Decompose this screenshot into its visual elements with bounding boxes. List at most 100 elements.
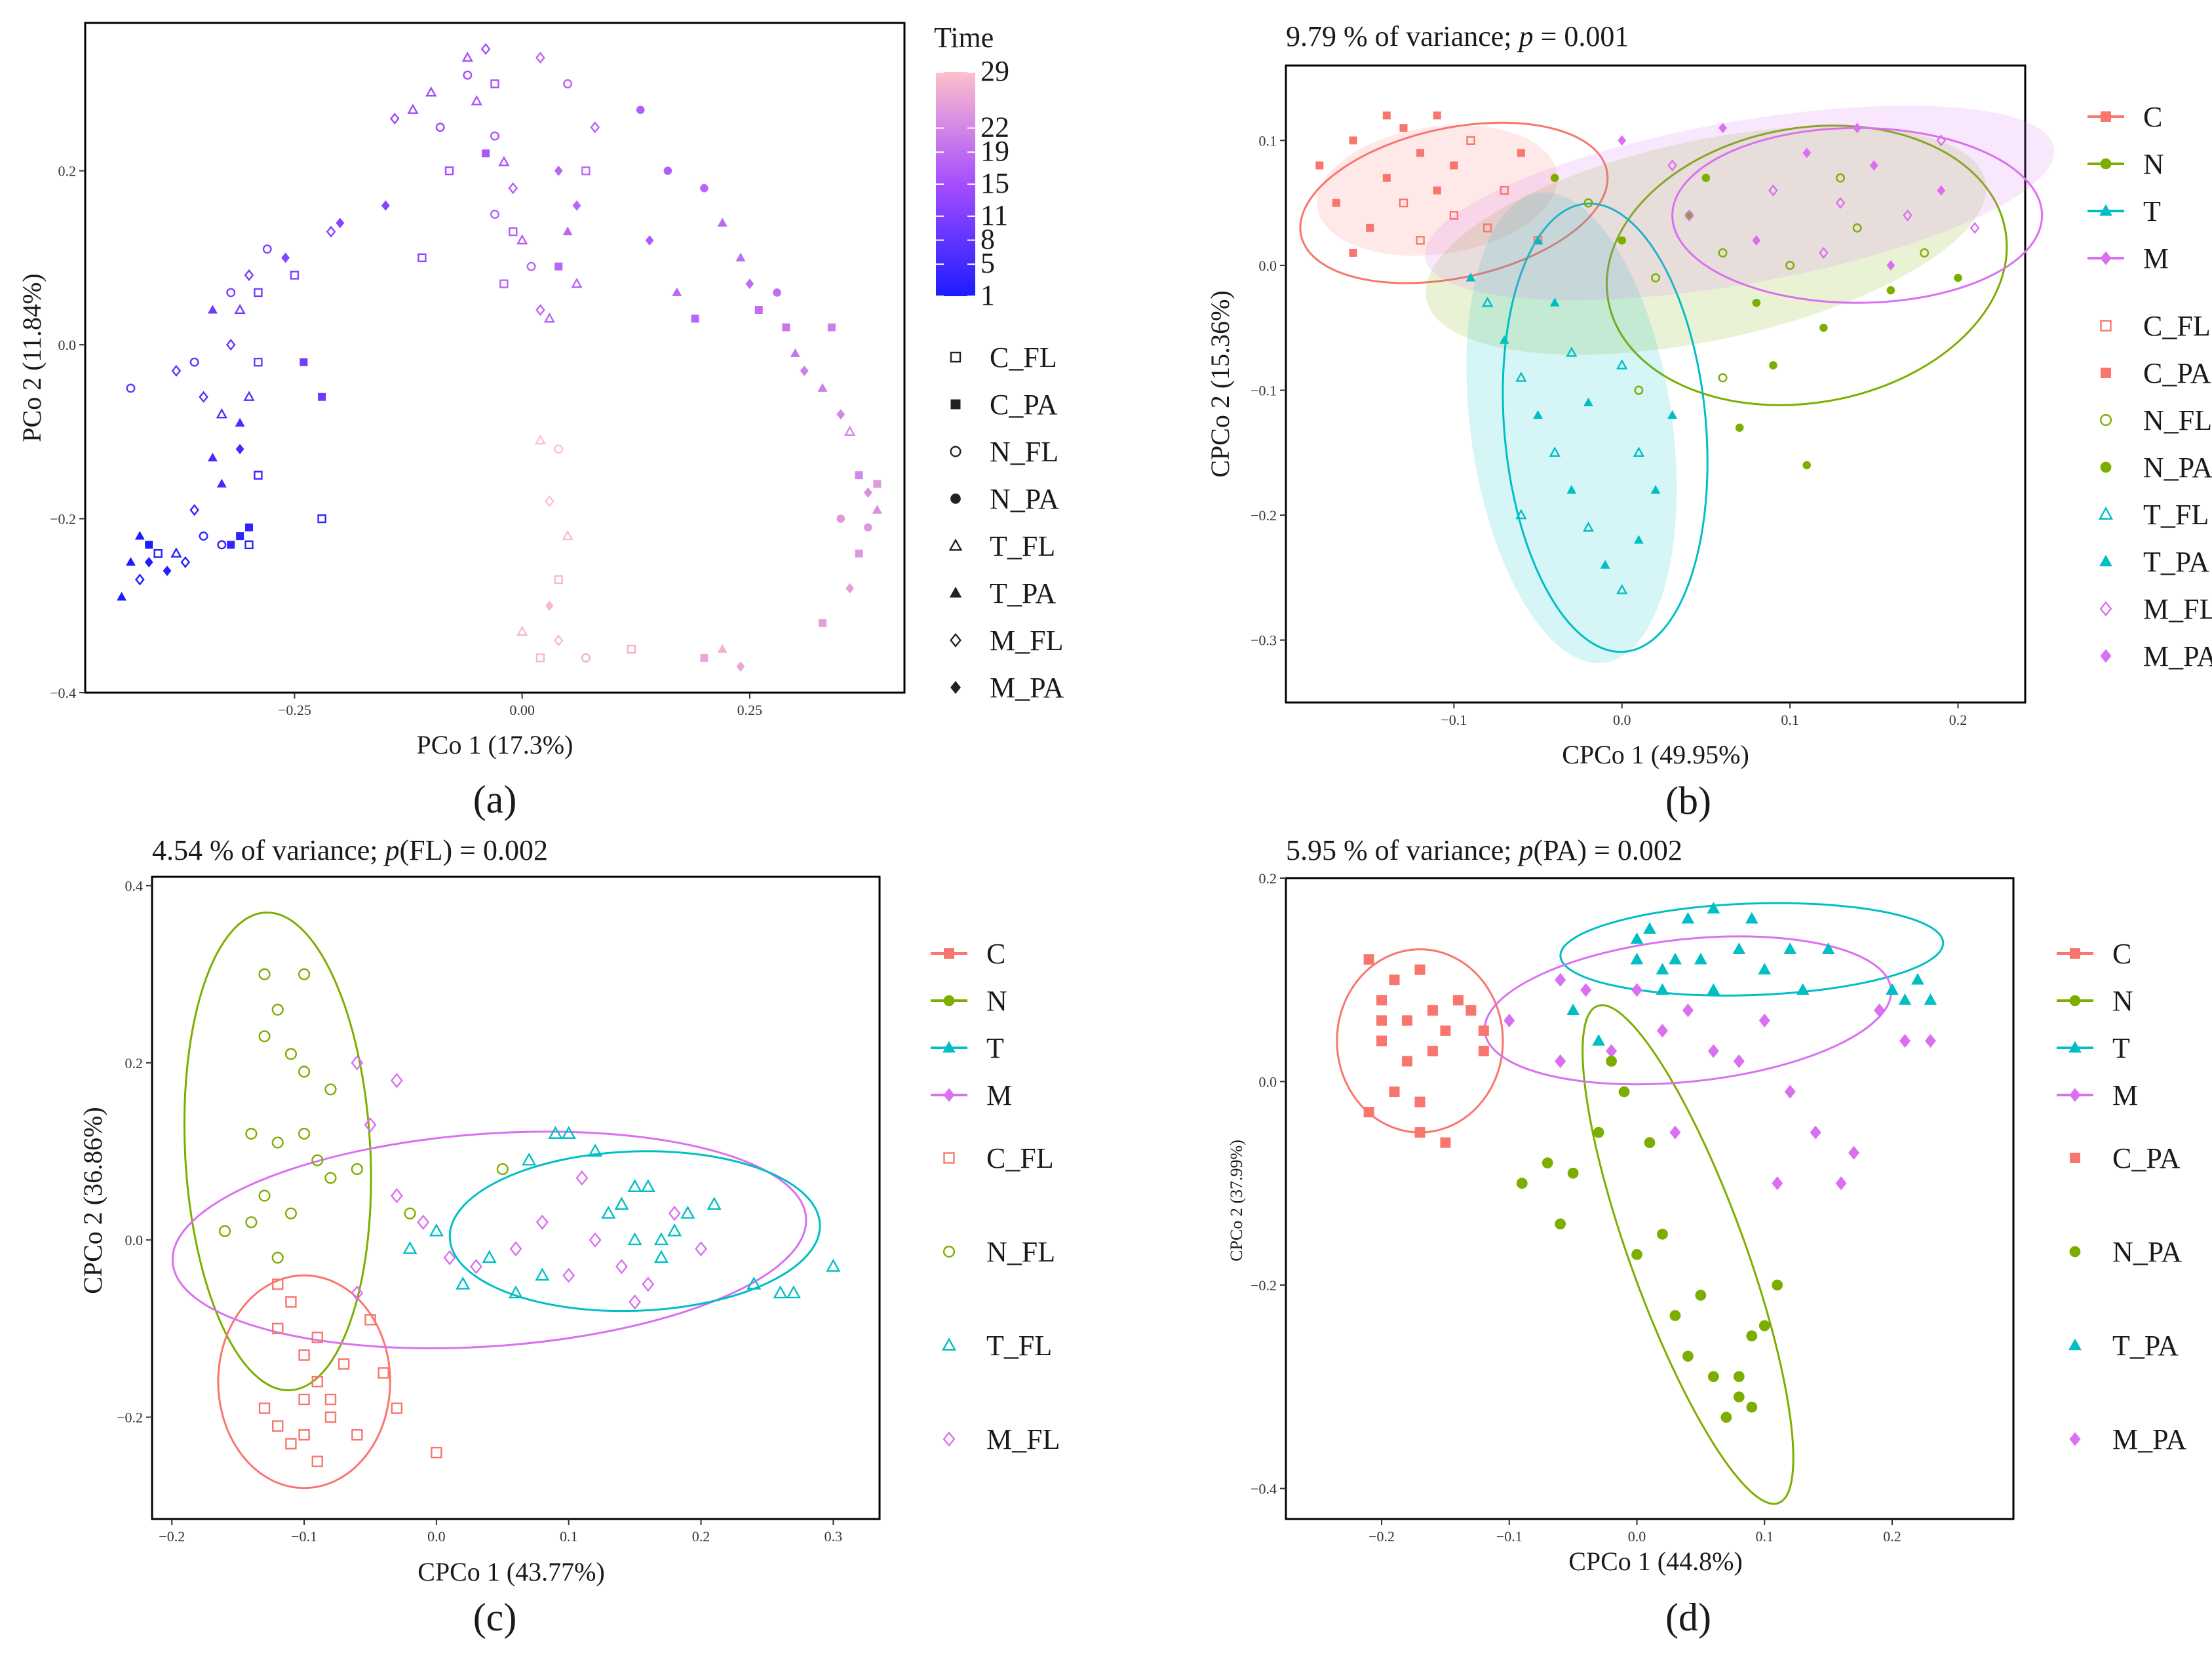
data-point-c-fl — [244, 540, 254, 550]
data-point-t-fl — [627, 1232, 642, 1246]
data-point-n-fl — [563, 79, 573, 88]
data-point-t-pa — [1549, 298, 1560, 307]
x-tick-label: 0.3 — [825, 1528, 843, 1545]
data-point-n-pa — [1550, 174, 1559, 182]
ellipse-t — [1502, 202, 1709, 653]
data-point-m-fl — [553, 634, 564, 647]
data-point-c-pa — [1427, 1045, 1438, 1056]
data-point-n-fl — [258, 1189, 271, 1202]
data-point-m-fl — [1684, 209, 1694, 221]
data-point-n-pa — [1752, 298, 1761, 307]
data-point-c-pa — [754, 306, 763, 314]
data-point-n-pa — [1746, 1330, 1758, 1341]
legend-label: T_PA — [2143, 546, 2209, 578]
data-point-m-pa — [1606, 1044, 1618, 1058]
legend-key-n-fl — [942, 1245, 956, 1258]
data-point-c-pa — [1376, 1015, 1387, 1026]
data-point-t-pa — [1566, 1003, 1580, 1016]
group-ellipses — [1299, 106, 2055, 663]
legend-key-n-pa — [950, 493, 961, 504]
colorbar-tick-label: 1 — [980, 279, 995, 311]
legend-label: C_PA — [990, 389, 1058, 421]
ellipse-c — [217, 1274, 391, 1490]
data-point-n-fl — [199, 531, 208, 541]
data-point-m-pa — [1618, 135, 1627, 146]
data-point-m-pa — [1835, 1176, 1847, 1191]
legend-label: N — [2143, 148, 2164, 180]
data-point-m-pa — [1924, 1033, 1936, 1048]
data-point-c-pa — [1517, 149, 1525, 157]
plot-title: 4.54 % of variance; p(FL) = 0.002 — [152, 834, 548, 866]
data-point-t-pa — [562, 226, 573, 235]
data-point-n-fl — [218, 1225, 231, 1237]
data-point-n-pa — [836, 514, 845, 523]
ellipse-n — [1426, 126, 1987, 355]
data-point-t-fl — [234, 303, 246, 315]
data-point-t-pa — [1924, 993, 1937, 1005]
data-point-c-fl — [1399, 198, 1408, 208]
data-point-t-fl — [170, 547, 182, 558]
data-point-n-pa — [1720, 1412, 1732, 1423]
x-tick-label: 0.2 — [692, 1528, 710, 1545]
data-point-t-fl — [1515, 509, 1527, 520]
data-point-t-pa — [1533, 410, 1543, 419]
data-point-m-pa — [1707, 1044, 1719, 1058]
data-point-m-fl — [668, 1205, 681, 1221]
data-point-t-fl — [653, 1250, 669, 1263]
data-point-t-pa — [1911, 972, 1924, 985]
data-point-c-fl — [298, 1349, 310, 1361]
data-point-c-fl — [258, 1402, 271, 1414]
plot-frame — [1285, 64, 2027, 704]
panel-caption: (a) — [473, 778, 517, 821]
data-point-t-pa — [735, 252, 746, 261]
data-point-n-pa — [1555, 1218, 1566, 1230]
data-point-m-fl — [629, 1294, 642, 1310]
data-point-t-pa — [216, 478, 227, 488]
shape-legend: C_FL C_PA N_FL N_PA T_FL T_PA M_FL M_PA — [2098, 310, 2212, 672]
data-point-m-pa — [545, 600, 554, 611]
data-point-n-fl — [1583, 198, 1593, 208]
x-tick-label: 0.0 — [1613, 712, 1631, 728]
legend-key-c-pa — [2070, 1153, 2080, 1163]
data-point-m-pa — [645, 235, 654, 246]
panel-c: 4.54 % of variance; p(FL) = 0.002 −0.2 −0… — [78, 834, 1060, 1639]
data-point-t-pa — [817, 383, 828, 392]
data-point-n-pa — [1516, 1178, 1528, 1189]
data-point-c-pa — [1414, 1096, 1426, 1107]
data-point-m-fl — [389, 112, 400, 125]
legend-key-c-fl — [943, 1152, 955, 1164]
data-point-t-fl — [627, 1179, 642, 1193]
data-point-t-fl — [1582, 521, 1595, 532]
legend-key-m-fl — [2099, 601, 2112, 617]
panel-d: 5.95 % of variance; p(PA) = 0.002 −0.2 −0… — [1227, 834, 2187, 1639]
data-point-t-pa — [207, 452, 218, 462]
legend-label: C — [2112, 938, 2131, 970]
data-point-c-pa — [145, 541, 153, 549]
shape-legend: C_PA N_PA T_PA M_PA — [2068, 1142, 2187, 1455]
data-point-m-fl — [189, 504, 199, 516]
data-point-t-fl — [562, 529, 573, 541]
data-point-m-pa — [1899, 1033, 1911, 1048]
y-tick-label: 0.1 — [1259, 132, 1277, 149]
data-point-c-pa — [318, 393, 326, 401]
legend-key-t — [2068, 1041, 2082, 1053]
legend-label: M_FL — [990, 625, 1063, 657]
data-point-c-fl — [311, 1375, 323, 1388]
data-point-c-fl — [490, 79, 499, 88]
data-point-m-pa — [1772, 1176, 1783, 1191]
data-point-n-fl — [1785, 260, 1795, 270]
data-point-c-pa — [1349, 136, 1357, 145]
data-point-t-fl — [516, 625, 528, 636]
x-tick-label: −0.2 — [159, 1528, 185, 1545]
data-point-c-fl — [272, 1279, 284, 1290]
data-point-c-pa — [827, 323, 836, 332]
data-point-m-fl — [417, 1214, 430, 1230]
data-point-c-pa — [1332, 199, 1340, 207]
legend-key-n-pa — [2100, 461, 2112, 473]
data-point-c-fl — [431, 1446, 442, 1459]
data-point-m-pa — [1810, 1125, 1821, 1140]
data-point-m-fl — [244, 269, 254, 281]
data-point-t-fl — [461, 51, 473, 62]
data-point-t-fl — [1616, 359, 1628, 370]
legend-key-n-fl — [2099, 414, 2112, 427]
